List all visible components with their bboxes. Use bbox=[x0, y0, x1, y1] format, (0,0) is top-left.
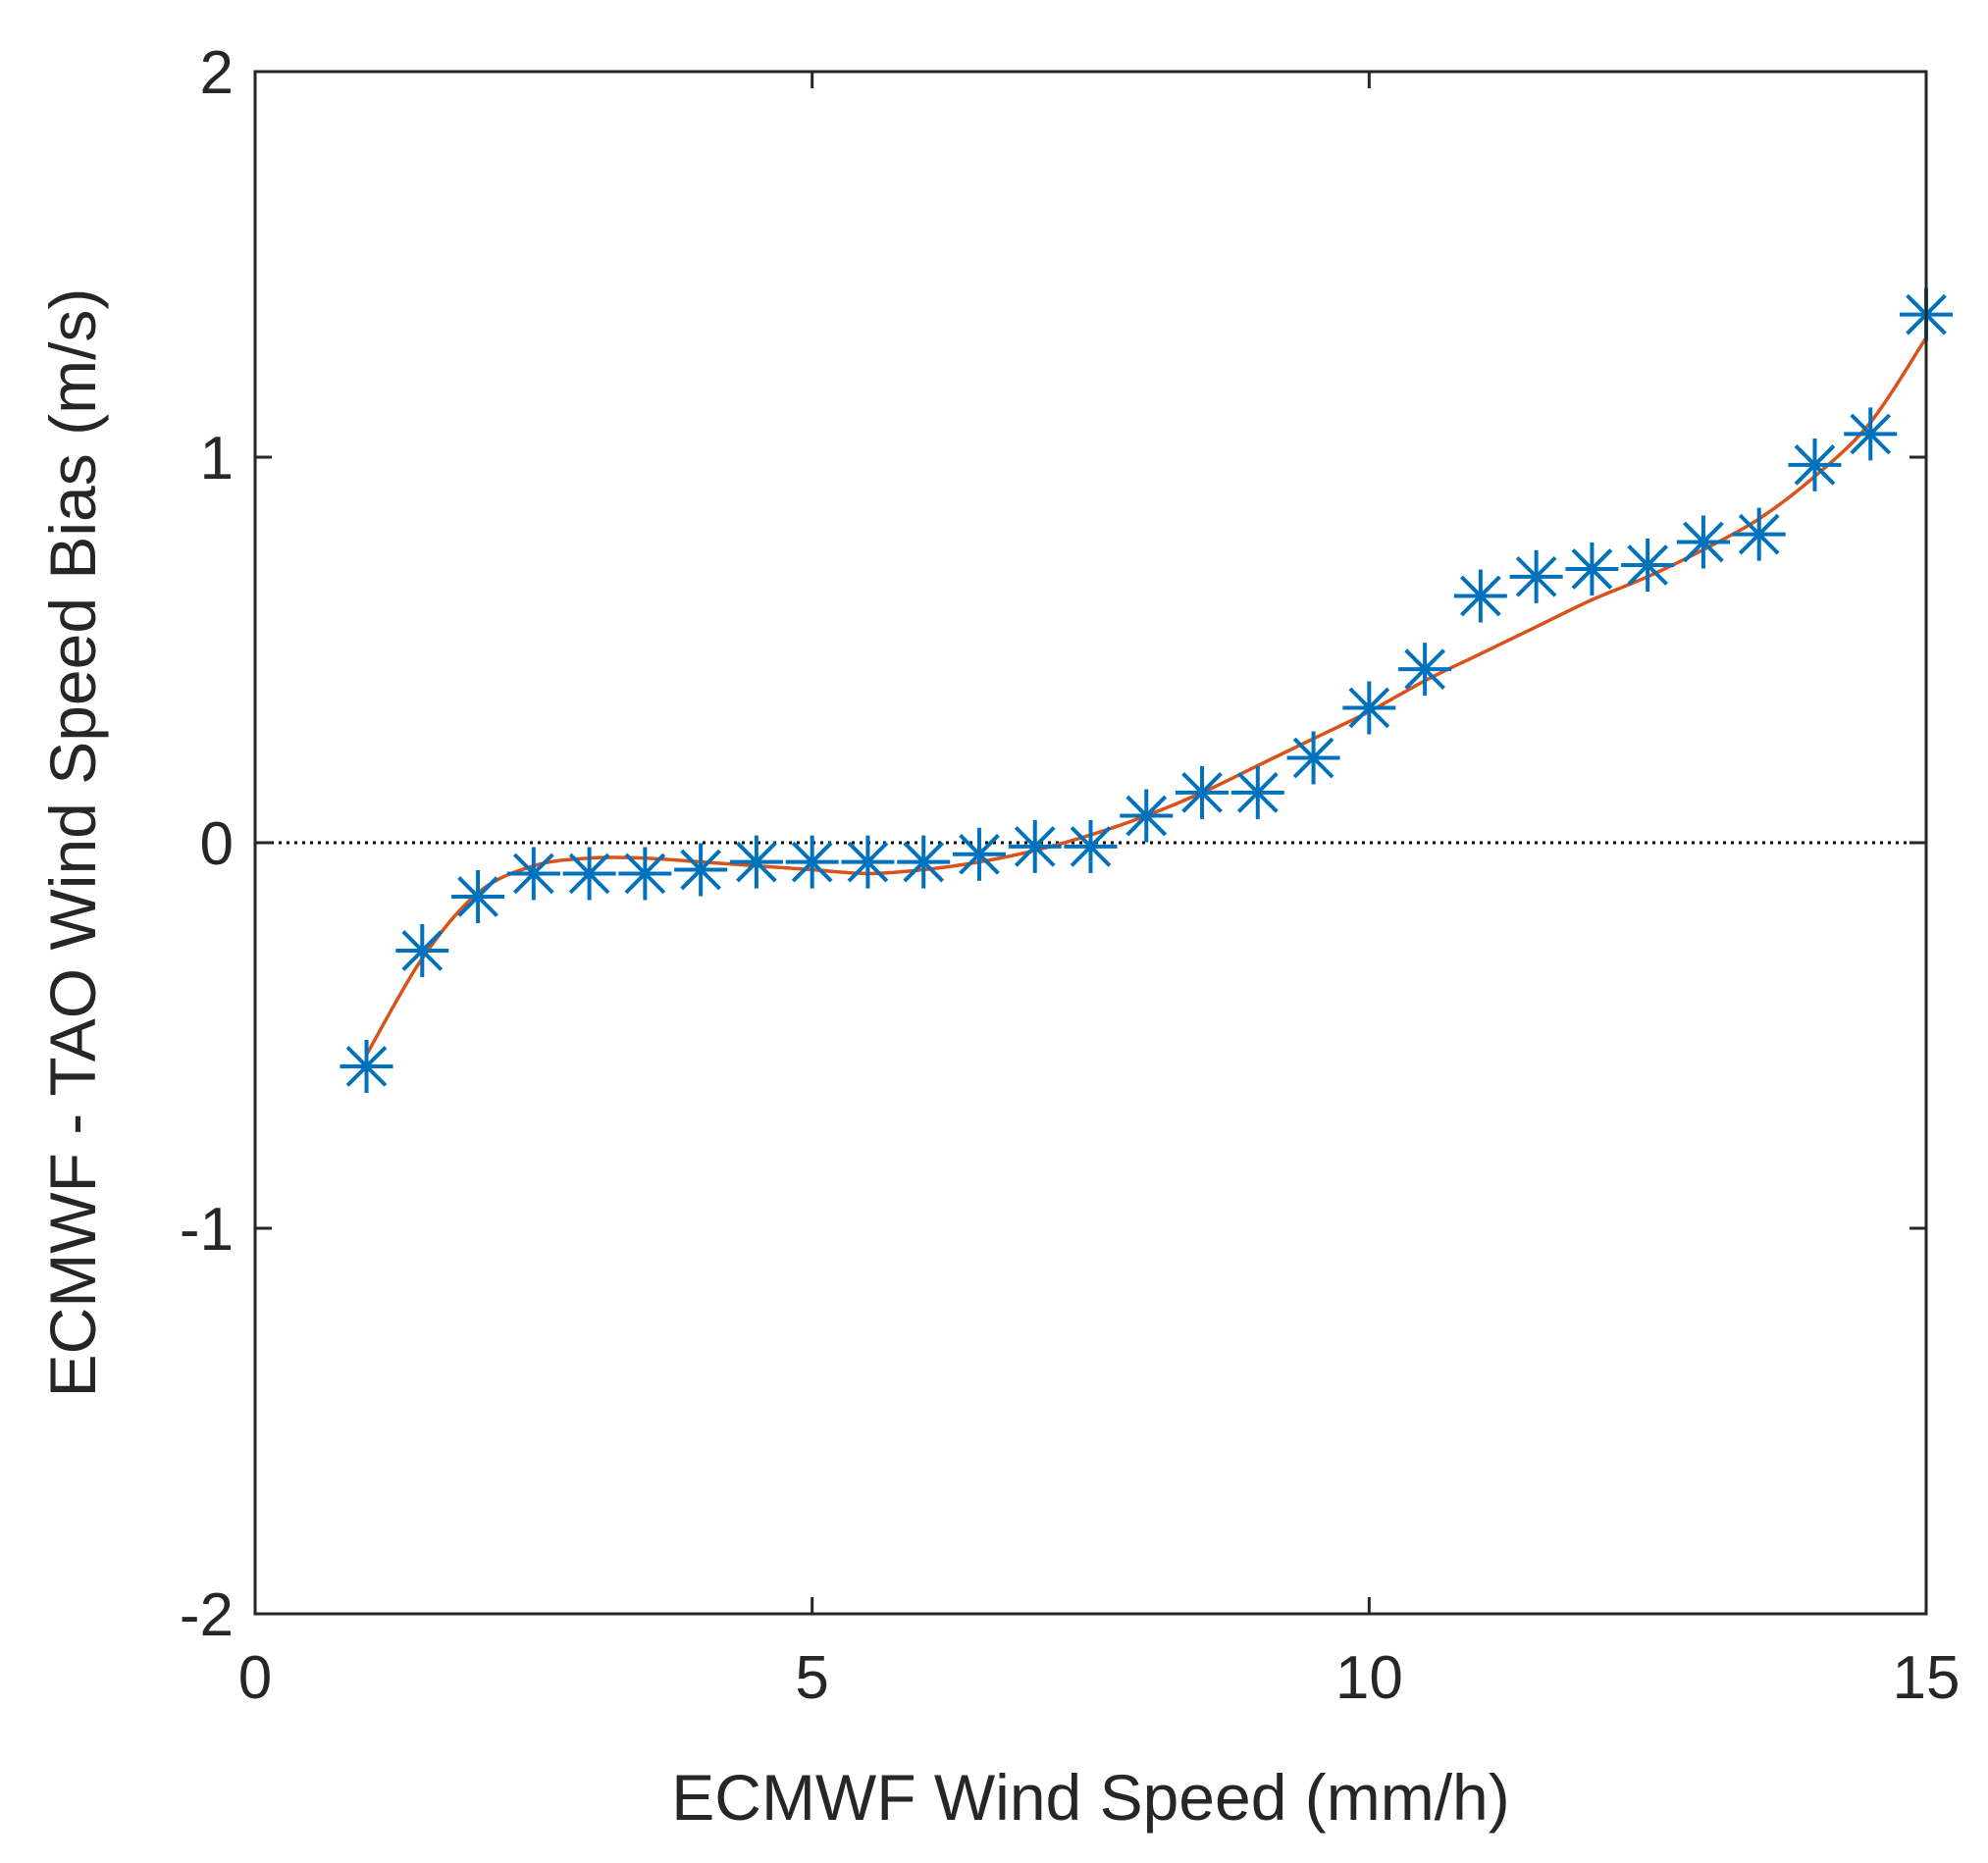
data-point bbox=[1788, 438, 1842, 492]
y-tick-label: 2 bbox=[200, 39, 234, 107]
axes-layer bbox=[253, 70, 1928, 1616]
data-point bbox=[1230, 765, 1284, 819]
data-point bbox=[506, 847, 560, 901]
data-point bbox=[1453, 569, 1507, 623]
x-tick-label: 15 bbox=[1893, 1644, 1961, 1712]
data-point bbox=[1398, 643, 1452, 697]
data-point bbox=[1120, 789, 1174, 843]
data-point bbox=[395, 924, 449, 978]
data-point bbox=[841, 835, 895, 889]
data-point bbox=[1342, 681, 1396, 735]
data-point bbox=[1509, 549, 1563, 603]
x-axis-title: ECMWF Wind Speed (mm/h) bbox=[671, 1761, 1509, 1834]
y-tick-label: -2 bbox=[180, 1581, 234, 1649]
y-tick-label: 1 bbox=[200, 425, 234, 492]
y-tick-label: 0 bbox=[200, 810, 234, 878]
x-tick-label: 0 bbox=[238, 1644, 272, 1712]
data-point bbox=[674, 843, 728, 897]
data-point bbox=[1565, 542, 1619, 595]
tick-label-layer: 0 5 10 15 -2 -1 0 1 2 bbox=[180, 39, 1961, 1712]
data-point bbox=[340, 1039, 393, 1093]
data-point bbox=[1844, 407, 1898, 461]
x-tick-label: 10 bbox=[1335, 1644, 1403, 1712]
data-point bbox=[1008, 819, 1062, 873]
data-point bbox=[897, 835, 951, 889]
data-point bbox=[785, 835, 839, 889]
data-point bbox=[451, 870, 505, 924]
data-point bbox=[1176, 765, 1229, 819]
data-point bbox=[562, 847, 616, 901]
data-point bbox=[1286, 731, 1340, 785]
x-tick-label: 5 bbox=[795, 1644, 828, 1712]
y-tick-label: -1 bbox=[180, 1196, 234, 1264]
data-point bbox=[1676, 515, 1730, 569]
y-axis-title: ECMWF - TAO Wind Speed Bias (m/s) bbox=[36, 288, 109, 1398]
data-point bbox=[618, 847, 672, 901]
data-point bbox=[952, 827, 1006, 881]
data-point bbox=[1064, 819, 1118, 873]
data-point bbox=[1621, 539, 1675, 593]
data-point bbox=[1732, 507, 1786, 561]
data-point bbox=[729, 835, 783, 889]
